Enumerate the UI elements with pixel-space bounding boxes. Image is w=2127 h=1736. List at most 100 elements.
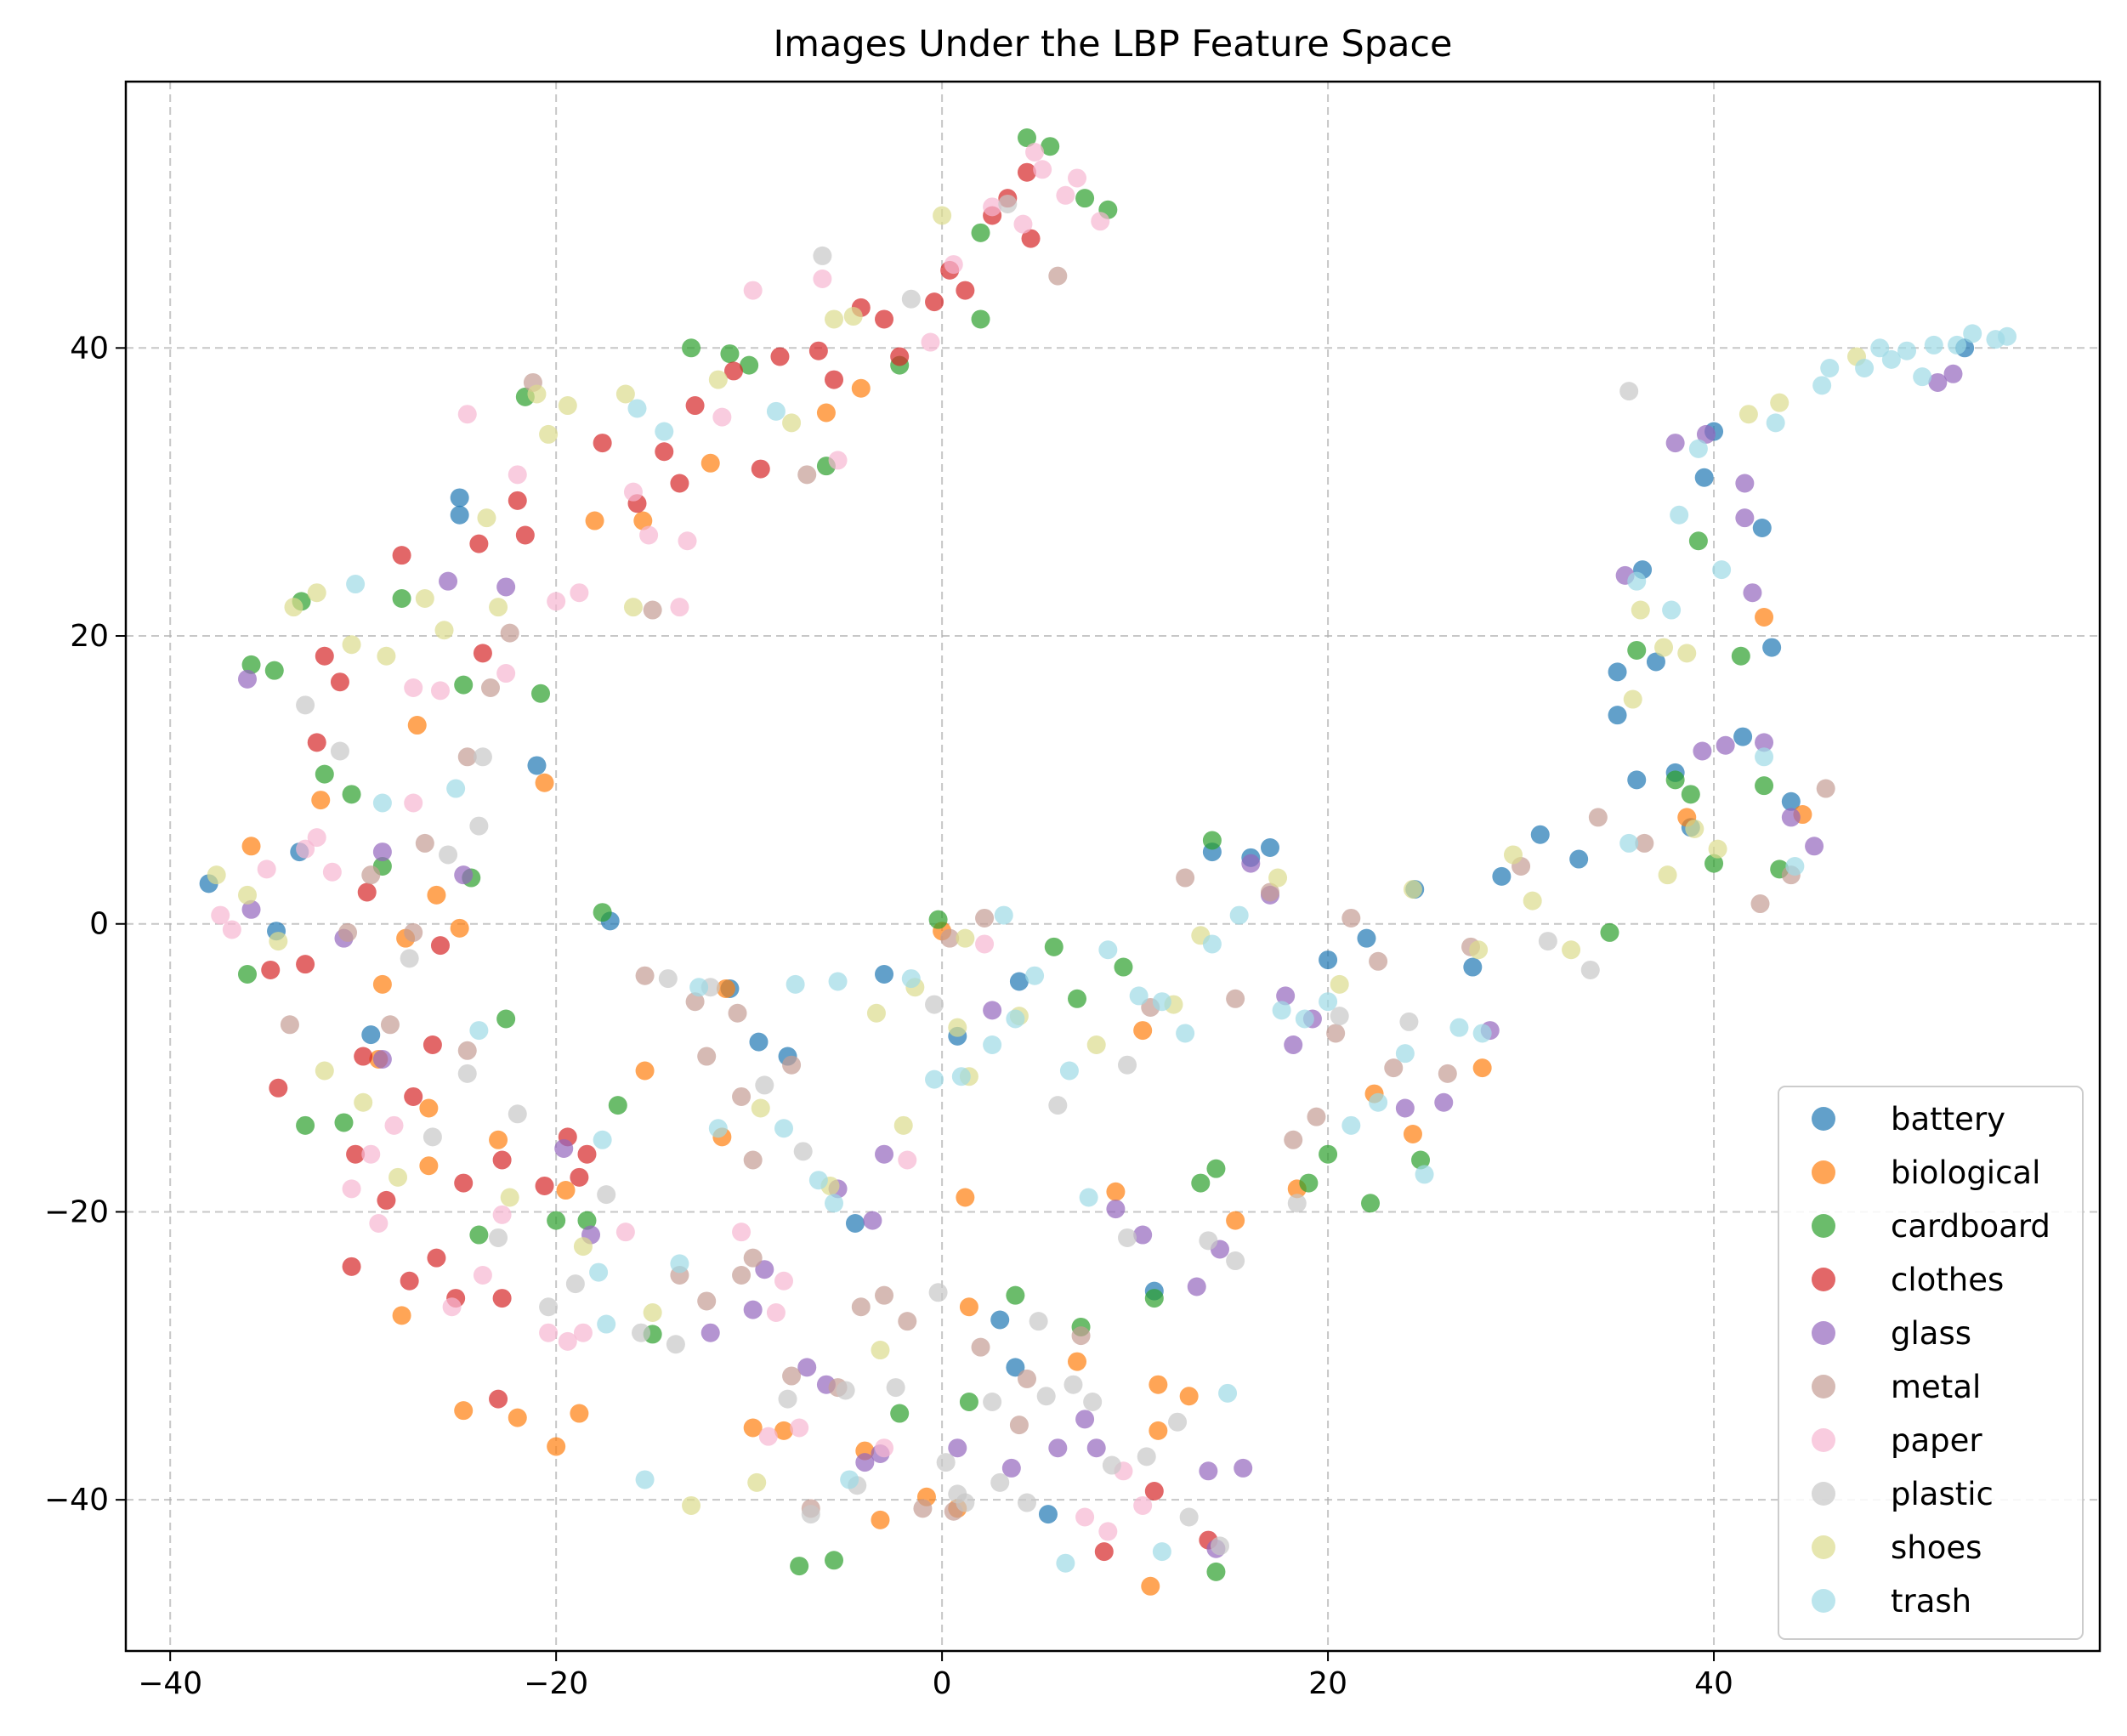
- point-metal: [457, 1041, 477, 1060]
- point-shoes: [558, 396, 577, 416]
- point-plastic: [1226, 1251, 1245, 1271]
- x-tick-label: −20: [524, 1666, 588, 1701]
- point-shoes: [1654, 638, 1674, 657]
- point-paper: [623, 482, 643, 502]
- point-plastic: [901, 289, 921, 309]
- point-clothes: [1021, 229, 1041, 248]
- point-biological: [1141, 1576, 1160, 1596]
- point-biological: [1106, 1182, 1126, 1201]
- point-glass: [1048, 1438, 1068, 1458]
- point-plastic: [793, 1142, 813, 1161]
- point-biological: [392, 1306, 411, 1325]
- y-tick-label: −40: [44, 1483, 109, 1518]
- data-points: [199, 128, 2017, 1596]
- point-trash: [1855, 359, 1875, 378]
- point-shoes: [1770, 393, 1790, 412]
- point-shoes: [527, 384, 547, 404]
- point-biological: [716, 979, 735, 998]
- point-clothes: [492, 1150, 512, 1170]
- point-trash: [808, 1171, 828, 1190]
- point-biological: [1226, 1211, 1245, 1230]
- point-clothes: [875, 309, 894, 329]
- point-cardboard: [1206, 1159, 1226, 1178]
- point-paper: [1025, 142, 1045, 162]
- point-glass: [372, 1049, 392, 1069]
- point-biological: [816, 403, 836, 423]
- point-shoes: [1469, 940, 1489, 960]
- point-cardboard: [531, 684, 551, 703]
- point-shoes: [434, 621, 454, 640]
- point-biological: [556, 1181, 576, 1200]
- point-trash: [828, 972, 848, 991]
- point-trash: [766, 401, 786, 421]
- point-paper: [558, 1331, 577, 1351]
- x-tick-label: 20: [1308, 1666, 1347, 1701]
- point-paper: [921, 332, 940, 352]
- point-shoes: [1677, 644, 1697, 663]
- point-trash: [1025, 966, 1045, 985]
- point-biological: [635, 1061, 655, 1081]
- point-paper: [1033, 160, 1052, 179]
- point-shoes: [269, 932, 288, 951]
- point-trash: [1766, 413, 1785, 433]
- legend-label-battery: battery: [1891, 1101, 2005, 1137]
- point-shoes: [415, 588, 434, 608]
- point-battery: [1463, 957, 1483, 977]
- point-plastic: [1168, 1412, 1188, 1432]
- point-clothes: [751, 459, 770, 479]
- point-trash: [840, 1470, 859, 1489]
- point-trash: [1820, 359, 1840, 378]
- point-biological: [419, 1156, 439, 1176]
- legend-marker-plastic: [1812, 1482, 1835, 1506]
- y-tick-label: −20: [44, 1194, 109, 1229]
- point-metal: [797, 465, 817, 485]
- point-trash: [1881, 349, 1901, 369]
- point-trash: [786, 974, 805, 994]
- point-glass: [743, 1300, 763, 1319]
- point-paper: [442, 1297, 462, 1317]
- point-plastic: [936, 1453, 956, 1472]
- point-glass: [1241, 854, 1261, 873]
- point-glass: [1928, 372, 1948, 392]
- point-cardboard: [928, 910, 948, 929]
- point-shoes: [389, 1167, 408, 1187]
- point-clothes: [454, 1173, 474, 1193]
- point-paper: [570, 583, 589, 603]
- point-paper: [307, 828, 326, 848]
- point-shoes: [825, 309, 844, 329]
- point-plastic: [1083, 1393, 1103, 1412]
- point-glass: [1133, 1225, 1153, 1245]
- point-cardboard: [454, 675, 474, 695]
- point-battery: [1733, 727, 1753, 746]
- y-tick-label: 20: [70, 619, 109, 654]
- point-battery: [1260, 837, 1279, 857]
- point-shoes: [284, 598, 303, 617]
- point-shoes: [623, 598, 643, 617]
- point-trash: [627, 399, 647, 418]
- point-trash: [1006, 1009, 1025, 1029]
- point-cardboard: [296, 1115, 315, 1135]
- point-trash: [1449, 1018, 1469, 1037]
- point-plastic: [1619, 382, 1639, 401]
- point-plastic: [1102, 1455, 1121, 1475]
- point-shoes: [377, 646, 396, 666]
- point-battery: [450, 505, 469, 525]
- point-metal: [361, 865, 381, 885]
- legend-marker-paper: [1812, 1428, 1835, 1452]
- point-cardboard: [392, 588, 411, 608]
- point-metal: [1588, 808, 1608, 827]
- point-trash: [1395, 1044, 1415, 1064]
- point-cardboard: [547, 1211, 566, 1230]
- point-battery: [527, 756, 547, 775]
- point-glass: [1716, 735, 1735, 755]
- point-battery: [1319, 950, 1338, 970]
- point-biological: [585, 511, 604, 530]
- point-paper: [296, 839, 315, 859]
- point-shoes: [315, 1061, 334, 1081]
- point-metal: [1816, 779, 1835, 798]
- point-metal: [728, 1003, 747, 1023]
- point-biological: [1149, 1375, 1168, 1394]
- point-battery: [1646, 652, 1665, 672]
- legend: battery biological cardboard clothes glass me…: [1778, 1086, 2084, 1640]
- point-metal: [1176, 868, 1195, 888]
